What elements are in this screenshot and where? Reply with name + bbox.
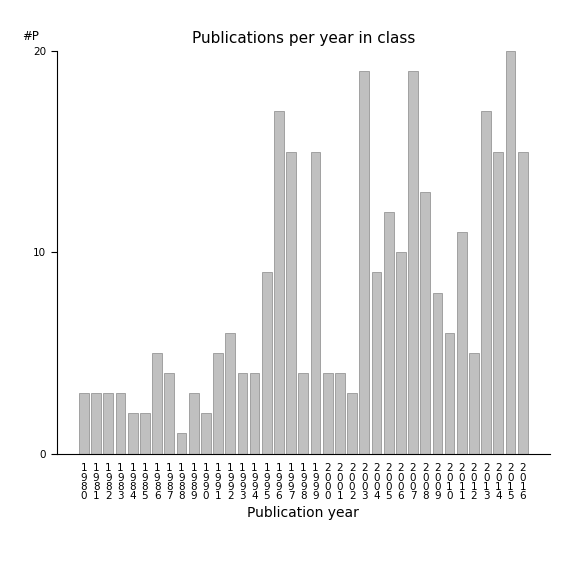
Bar bbox=[201, 413, 211, 454]
Bar bbox=[128, 413, 138, 454]
Bar bbox=[91, 393, 101, 454]
Bar bbox=[323, 373, 333, 454]
Bar bbox=[79, 393, 89, 454]
Title: Publications per year in class: Publications per year in class bbox=[192, 31, 415, 46]
Bar bbox=[311, 151, 320, 454]
Bar bbox=[445, 333, 455, 454]
Bar bbox=[164, 373, 174, 454]
Bar bbox=[140, 413, 150, 454]
Bar bbox=[347, 393, 357, 454]
Bar bbox=[481, 111, 491, 454]
Bar bbox=[189, 393, 198, 454]
Bar bbox=[371, 272, 382, 454]
Bar bbox=[262, 272, 272, 454]
Bar bbox=[274, 111, 284, 454]
Bar bbox=[359, 71, 369, 454]
Bar bbox=[408, 71, 418, 454]
Bar bbox=[152, 353, 162, 454]
Bar bbox=[433, 293, 442, 454]
Bar bbox=[384, 212, 393, 454]
Bar bbox=[518, 151, 527, 454]
Bar bbox=[396, 252, 406, 454]
Bar bbox=[457, 232, 467, 454]
Bar bbox=[493, 151, 503, 454]
Bar bbox=[116, 393, 125, 454]
Bar bbox=[469, 353, 479, 454]
Bar bbox=[176, 433, 187, 454]
Bar bbox=[506, 51, 515, 454]
Text: #P: #P bbox=[22, 30, 39, 43]
Bar bbox=[104, 393, 113, 454]
Bar bbox=[249, 373, 260, 454]
Bar bbox=[286, 151, 296, 454]
Bar bbox=[420, 192, 430, 454]
X-axis label: Publication year: Publication year bbox=[247, 506, 359, 521]
Bar bbox=[298, 373, 308, 454]
Bar bbox=[213, 353, 223, 454]
Bar bbox=[335, 373, 345, 454]
Bar bbox=[238, 373, 247, 454]
Bar bbox=[225, 333, 235, 454]
